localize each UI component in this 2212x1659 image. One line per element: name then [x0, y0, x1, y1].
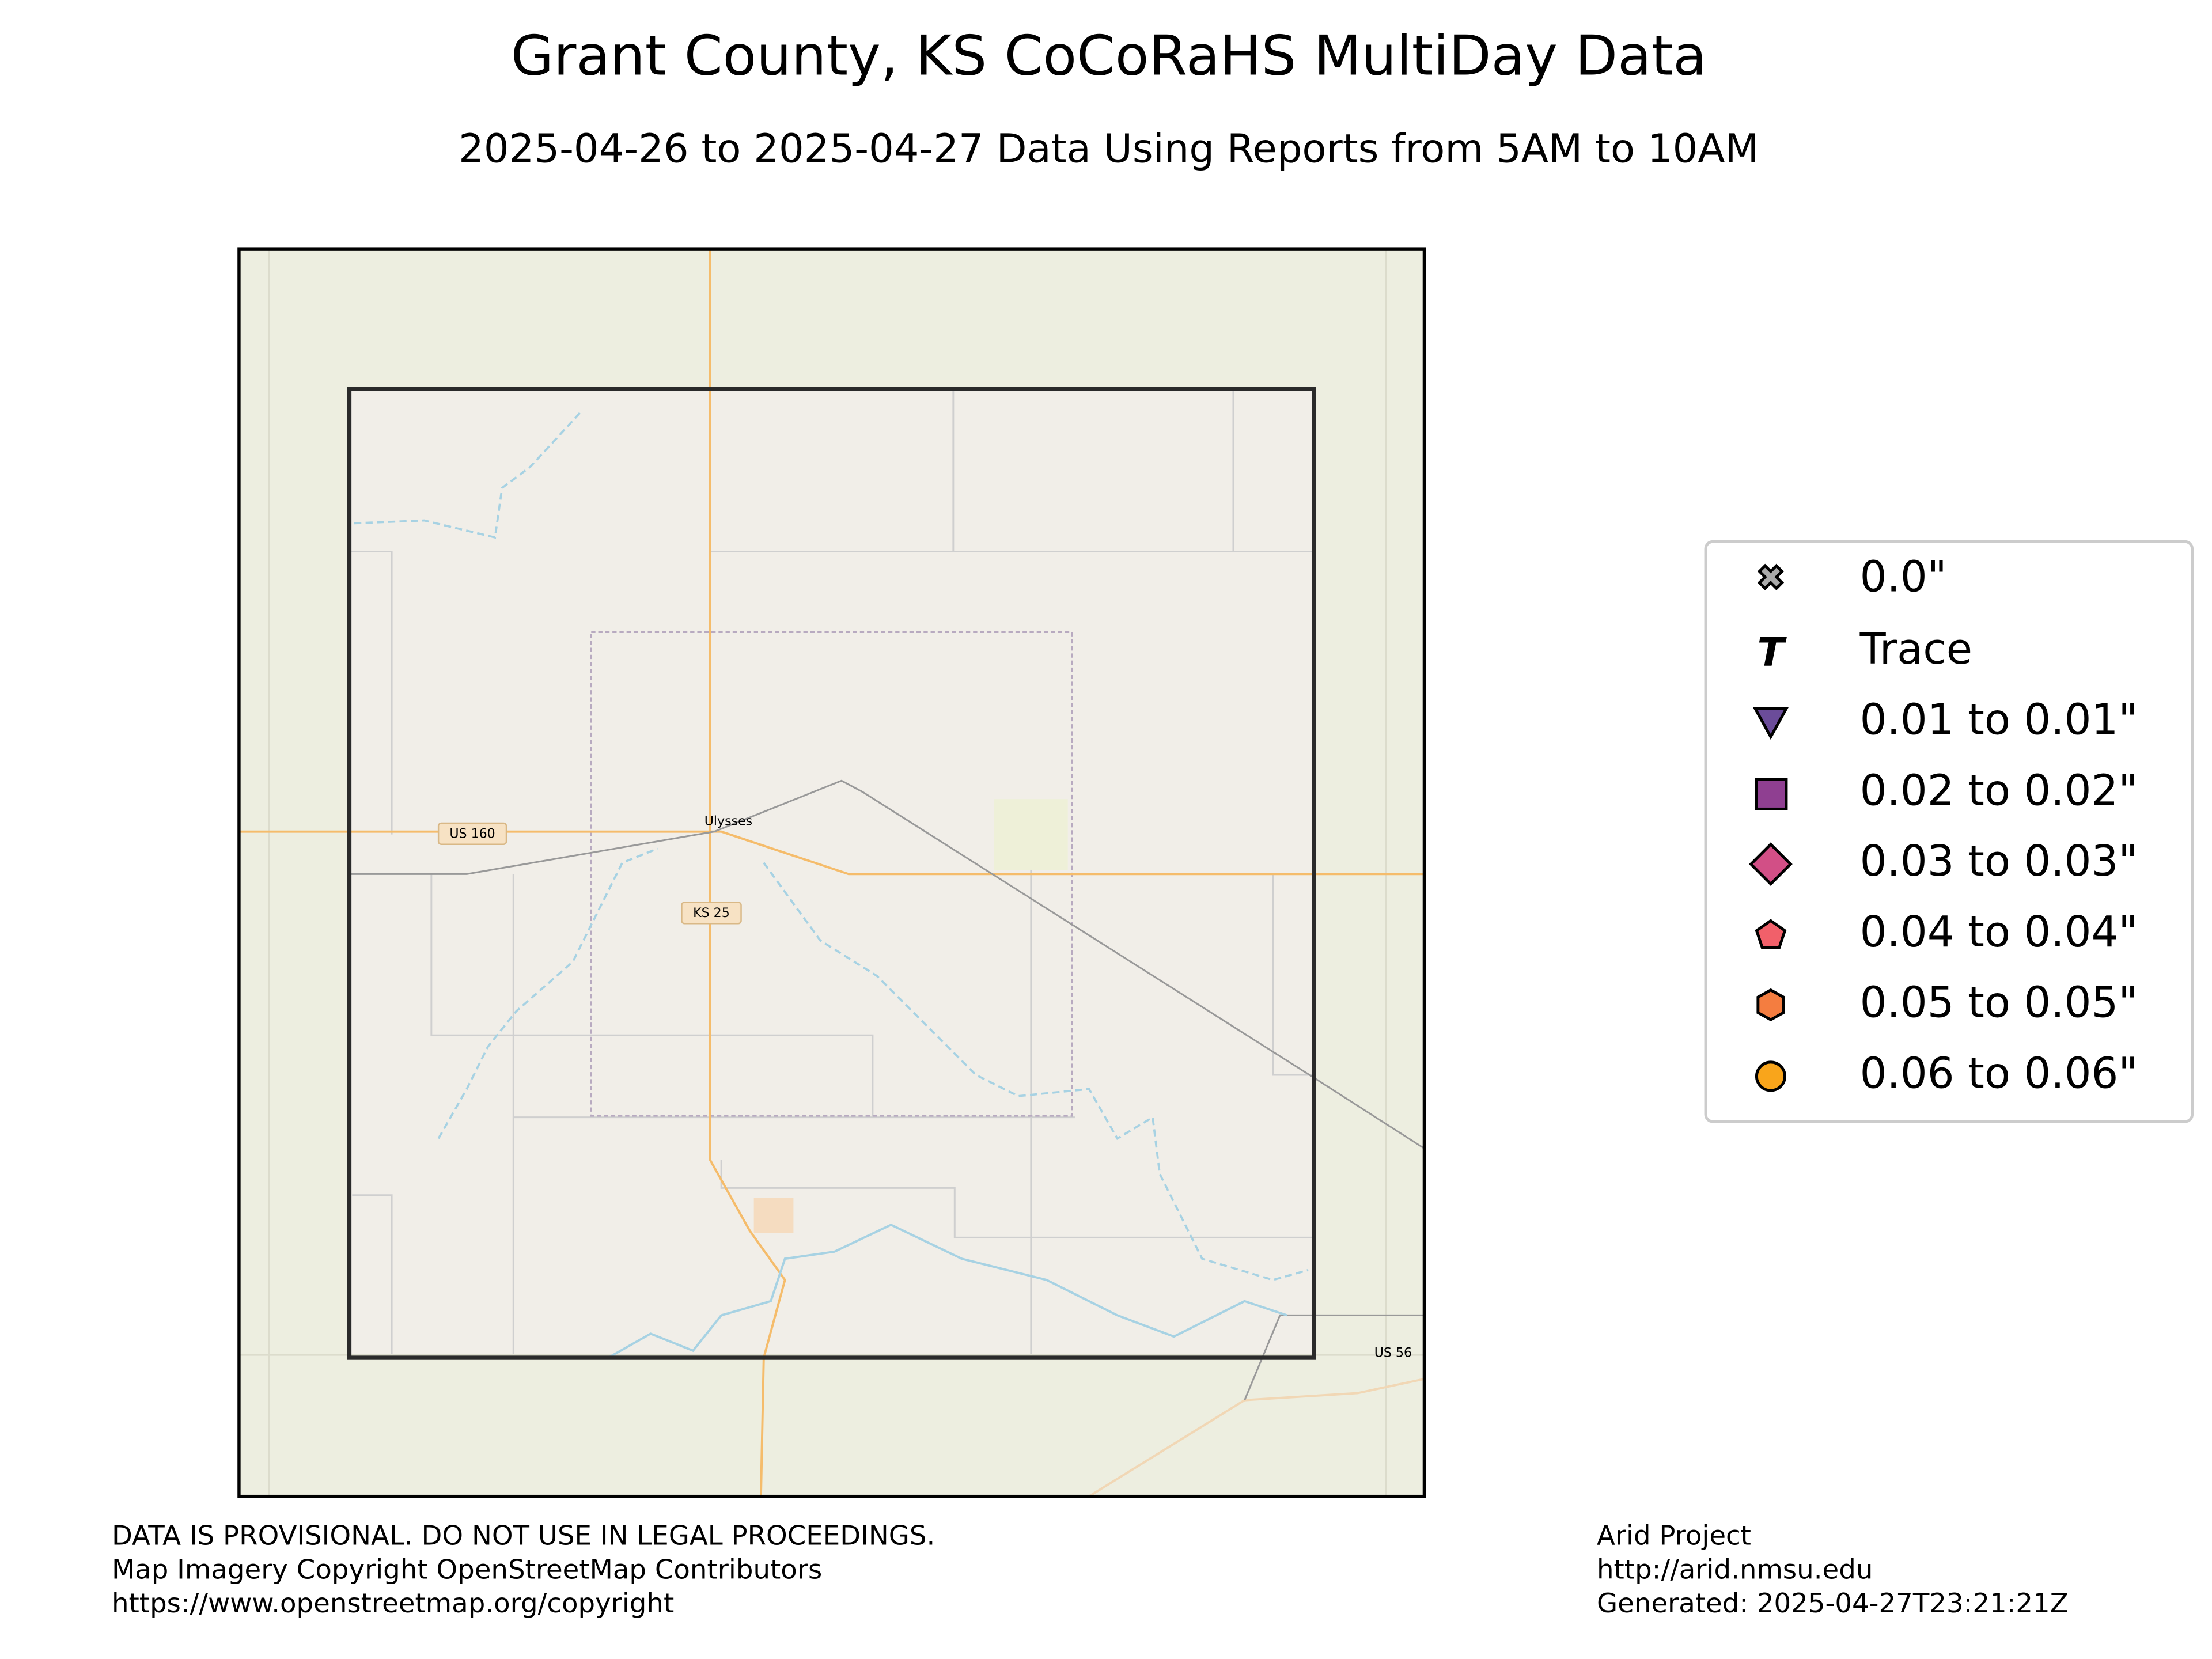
symbol-hexagon — [1756, 988, 1785, 1022]
legend-label: Trace — [1859, 625, 1972, 674]
footer-line: https://www.openstreetmap.org/copyright — [112, 1588, 674, 1619]
map-label: US 160 — [449, 827, 495, 842]
symbol-diamond — [1749, 842, 1793, 886]
county-outline — [347, 387, 1316, 1360]
map-label: KS 25 — [693, 906, 730, 921]
road-grid — [349, 389, 1314, 1358]
legend-label: 0.05 to 0.05" — [1860, 979, 2138, 1028]
symbol-zero — [1757, 563, 1785, 590]
field — [753, 1198, 794, 1233]
footer: DATA IS PROVISIONAL. DO NOT USE IN LEGAL… — [112, 1520, 2069, 1619]
shield — [437, 822, 507, 846]
stream — [437, 847, 658, 1139]
symbol-triangle — [1752, 707, 1789, 740]
ks-25 — [709, 249, 786, 1497]
symbol-pentagon — [1755, 919, 1787, 949]
symbol-trace: T — [1758, 630, 1787, 676]
map: US 160 Ulysses KS 25 US 56 — [237, 247, 1426, 1498]
legend-label: 0.01 to 0.01" — [1860, 696, 2138, 745]
footer-line: Map Imagery Copyright OpenStreetMap Cont… — [112, 1554, 822, 1585]
shield — [681, 902, 742, 925]
stream — [353, 412, 581, 539]
legend-label: 0.06 to 0.06" — [1860, 1049, 2138, 1098]
symbol-circle — [1755, 1060, 1786, 1092]
minor-roads — [238, 249, 1425, 1497]
field — [994, 799, 1068, 870]
footer-line: Arid Project — [1597, 1520, 1751, 1551]
streams — [353, 412, 1309, 1281]
legend: T 0.0" Trace 0.01 to 0.01" 0.02 to 0.02"… — [1704, 540, 2194, 1123]
legend-label: 0.03 to 0.03" — [1860, 837, 2138, 886]
title: Grant County, KS CoCoRaHS MultiDay Data — [511, 23, 1707, 88]
river — [607, 1224, 1287, 1359]
map-label: Ulysses — [704, 813, 752, 828]
map-frame — [237, 247, 1426, 1498]
footer-line: Generated: 2025-04-27T23:21:21Z — [1597, 1588, 2069, 1619]
stream — [763, 862, 1309, 1281]
map-label: US 56 — [1374, 1346, 1412, 1361]
legend-label: 0.02 to 0.02" — [1860, 766, 2138, 815]
legend-label: 0.0" — [1860, 553, 1947, 602]
footer-line: http://arid.nmsu.edu — [1597, 1554, 1873, 1585]
us-56 — [1088, 1377, 1425, 1498]
outer-roads — [238, 249, 1425, 1497]
footer-line: DATA IS PROVISIONAL. DO NOT USE IN LEGAL… — [112, 1520, 935, 1551]
symbol-square — [1755, 778, 1788, 810]
legend-label: 0.04 to 0.04" — [1860, 908, 2138, 957]
subtitle: 2025-04-26 to 2025-04-27 Data Using Repo… — [459, 126, 1759, 172]
legend-box — [1704, 540, 2194, 1123]
